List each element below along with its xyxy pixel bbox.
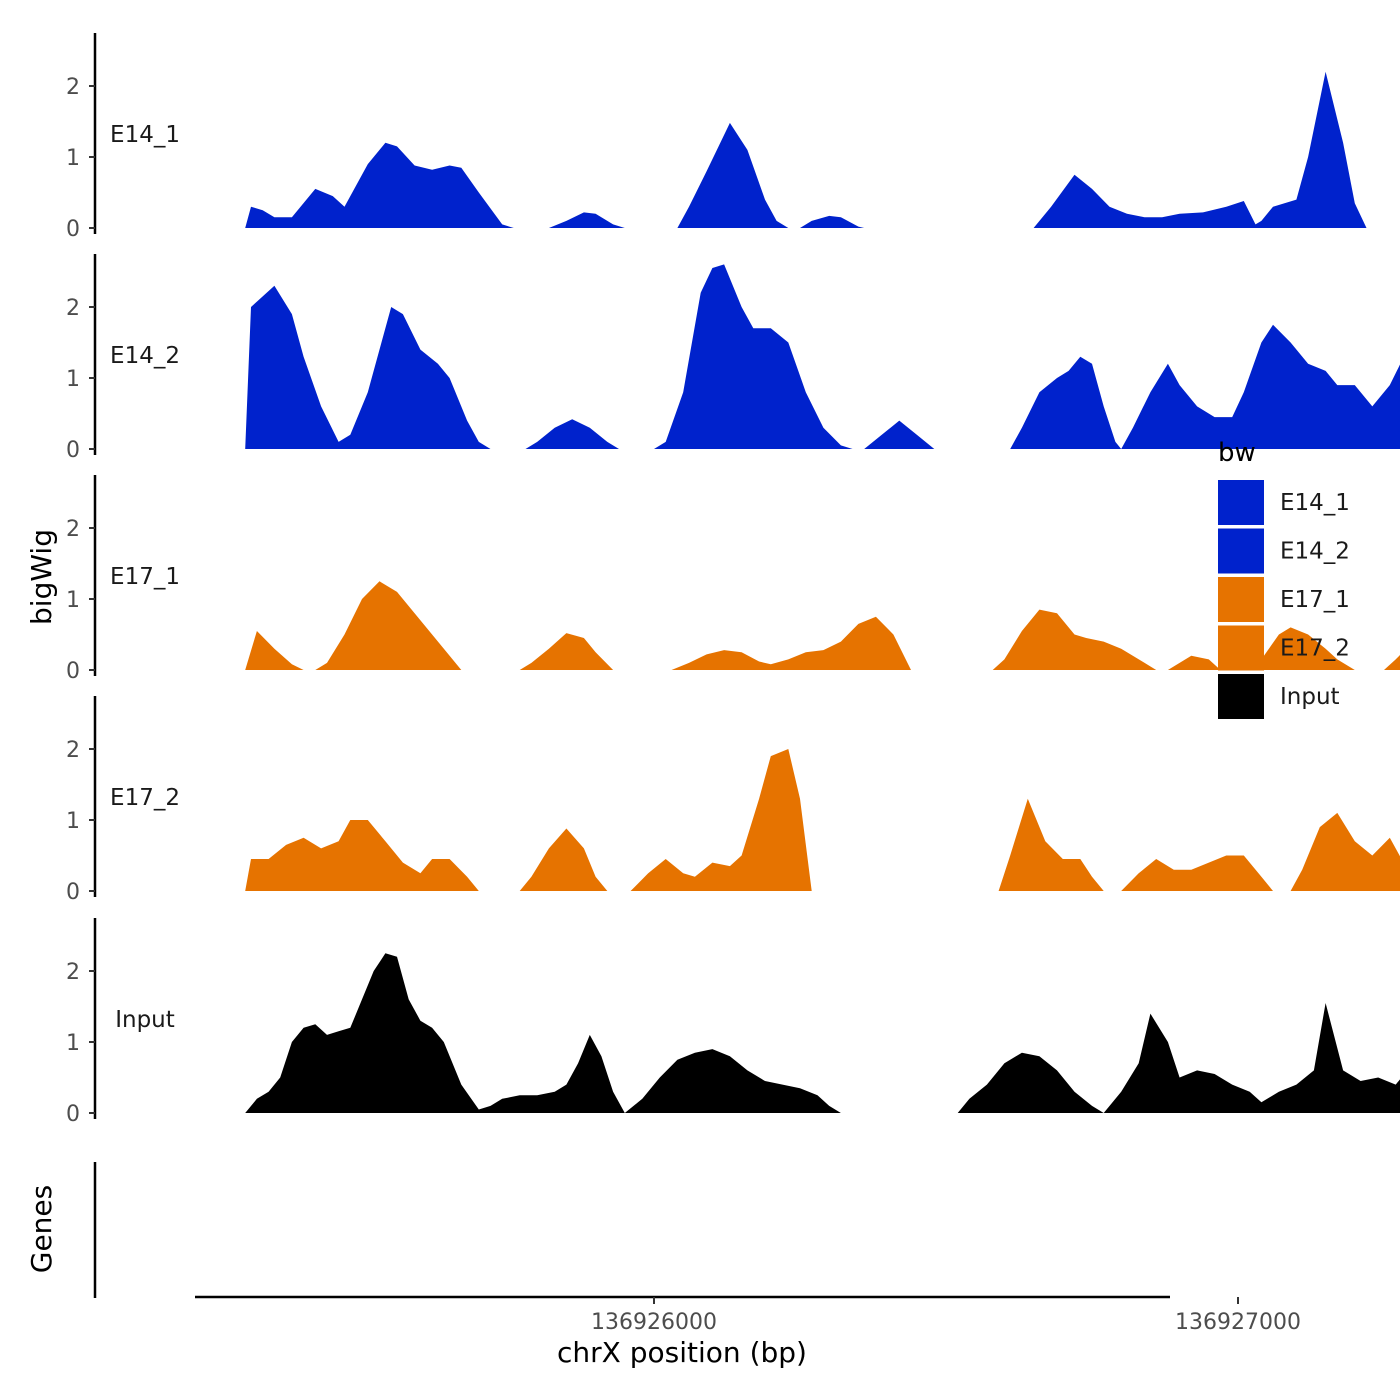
x-axis-title: chrX position (bp) (557, 1336, 807, 1369)
legend-label-Input: Input (1280, 684, 1340, 710)
track-label-E14_1: E14_1 (110, 122, 180, 148)
track-E17_1: 0 1 2 E17_1 (66, 475, 1400, 684)
coverage-area-E17_2-0 (245, 820, 479, 891)
y-tick-label-E14_1-1: 1 (66, 146, 80, 171)
coverage-area-E14_1-4 (1033, 71, 1367, 228)
coverage-area-E17_1-2 (519, 633, 614, 670)
y-tick-label-E17_1-0: 0 (66, 659, 80, 684)
coverage-area-E17_2-1 (519, 828, 608, 891)
coverage-area-E14_2-0 (245, 285, 491, 449)
y-tick-label-E17_1-1: 1 (66, 588, 80, 613)
x-axis: 136926000136927000136928000 (195, 1295, 1301, 1335)
coverage-area-Input-0 (245, 953, 841, 1113)
coverage-area-E14_1-0 (245, 142, 514, 228)
track-Input: 0 1 2 Input (66, 918, 1400, 1127)
legend: bw E14_1 E14_2 E17_1 E17_2 Input (1218, 438, 1350, 719)
coverage-area-E17_2-4 (1121, 855, 1273, 891)
coverage-area-E14_2-3 (864, 420, 935, 449)
y-tick-label-E17_2-0: 0 (66, 880, 80, 905)
y-tick-label-Input-1: 1 (66, 1031, 80, 1056)
track-label-E17_1: E17_1 (110, 564, 180, 590)
y-tick-label-Input-0: 0 (66, 1102, 80, 1127)
legend-title: bw (1218, 438, 1256, 468)
coverage-area-E17_2-3 (998, 798, 1104, 891)
legend-swatch-E14_2 (1218, 528, 1264, 574)
y-axis-title: bigWig (25, 529, 58, 625)
coverage-area-E17_1-6 (1249, 627, 1355, 670)
track-E17_2: 0 1 2 E17_2 (66, 696, 1400, 905)
coverage-area-E17_1-0 (245, 631, 304, 670)
coverage-area-E14_1-1 (548, 212, 625, 228)
track-label-Input: Input (115, 1007, 175, 1033)
legend-swatch-E17_1 (1218, 577, 1264, 622)
y-tick-label-E17_2-2: 2 (66, 738, 80, 763)
genes-axis-title: Genes (25, 1185, 58, 1273)
coverage-area-E17_1-3 (671, 616, 911, 670)
coverage-area-E14_2-1 (525, 419, 619, 449)
y-tick-label-Input-2: 2 (66, 960, 80, 985)
track-E14_2: 0 1 2 E14_2 (66, 254, 1400, 463)
legend-swatch-Input (1218, 674, 1264, 719)
coverage-area-E17_1-5 (1167, 655, 1221, 670)
legend-label-E14_1: E14_1 (1280, 490, 1350, 516)
legend-swatch-E14_1 (1218, 480, 1264, 525)
genes-track: H2bfm (93, 1162, 97, 1298)
coverage-area-E17_1-4 (992, 609, 1157, 670)
legend-label-E17_1: E17_1 (1280, 587, 1350, 613)
y-tick-label-E14_1-0: 0 (66, 217, 80, 242)
y-tick-label-E14_2-1: 1 (66, 367, 80, 392)
coverage-area-E14_1-2 (677, 122, 789, 228)
y-tick-label-E17_2-1: 1 (66, 809, 80, 834)
x-tick-label-136926000: 136926000 (591, 1310, 717, 1335)
legend-label-E14_2: E14_2 (1280, 539, 1350, 565)
y-tick-label-E17_1-2: 2 (66, 517, 80, 542)
coverage-area-E17_1-1 (315, 581, 462, 670)
coverage-area-E17_2-5 (1290, 812, 1400, 891)
coverage-area-Input-1 (957, 1003, 1400, 1113)
y-tick-label-E14_2-2: 2 (66, 296, 80, 321)
coverage-area-E17_2-2 (630, 749, 812, 891)
coverage-area-E17_1-7 (1384, 655, 1400, 670)
x-tick-label-136927000: 136927000 (1175, 1310, 1301, 1335)
coverage-area-E14_1-3 (800, 215, 865, 228)
legend-swatch-E17_2 (1218, 625, 1264, 671)
coverage-area-E14_2-4 (1010, 324, 1400, 449)
coverage-area-E14_2-2 (654, 264, 853, 449)
coverage-tracks: 0 1 2 E14_1 0 1 2 E14_2 0 1 2 E17_1 0 1 2 E17_2 0 1 2 Input (66, 33, 1400, 1127)
track-label-E17_2: E17_2 (110, 785, 180, 811)
y-tick-label-E14_2-0: 0 (66, 438, 80, 463)
legend-label-E17_2: E17_2 (1280, 636, 1350, 662)
track-label-E14_2: E14_2 (110, 343, 180, 369)
track-E14_1: 0 1 2 E14_1 (66, 33, 1367, 242)
y-tick-label-E14_1-2: 2 (66, 75, 80, 100)
